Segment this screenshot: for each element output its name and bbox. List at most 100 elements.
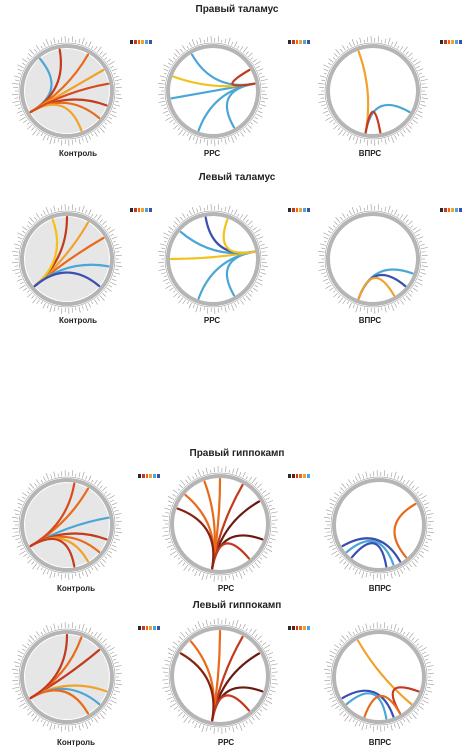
- tick-mark: [75, 307, 77, 311]
- legend-swatch: [149, 208, 152, 212]
- tick-mark: [111, 68, 118, 72]
- tick-mark: [252, 227, 257, 231]
- tick-mark: [237, 45, 240, 49]
- tick-mark: [21, 648, 26, 652]
- tick-mark: [267, 696, 273, 700]
- tick-mark: [252, 119, 258, 124]
- tick-mark: [259, 640, 263, 643]
- tick-mark: [403, 479, 406, 483]
- legend-swatch: [440, 40, 443, 44]
- tick-mark: [110, 65, 114, 69]
- tick-mark: [61, 623, 63, 629]
- tick-mark: [110, 499, 114, 503]
- diagram-label: ВПРС: [358, 316, 382, 325]
- tick-mark: [329, 119, 334, 123]
- tick-mark: [88, 720, 91, 726]
- legend-swatch: [138, 626, 141, 630]
- tick-mark: [23, 287, 28, 291]
- tick-mark: [361, 571, 365, 579]
- tick-mark: [321, 104, 326, 107]
- legend-swatch: [443, 40, 447, 44]
- tick-mark: [18, 107, 22, 110]
- tick-mark: [418, 240, 422, 243]
- tick-mark: [383, 622, 386, 629]
- tick-mark: [250, 57, 254, 60]
- tick-mark: [414, 61, 421, 66]
- tick-mark: [26, 556, 30, 559]
- tick-mark: [91, 719, 94, 723]
- tick-mark: [43, 476, 46, 482]
- tick-mark: [168, 693, 172, 696]
- tick-mark: [42, 568, 46, 575]
- tick-mark: [400, 299, 405, 305]
- tick-mark: [94, 717, 99, 723]
- tick-mark: [339, 487, 344, 492]
- tick-mark: [16, 278, 23, 282]
- tick-mark: [231, 41, 234, 46]
- tick-mark: [242, 46, 248, 53]
- tick-mark: [53, 724, 56, 730]
- tick-mark: [112, 693, 116, 696]
- tick-mark: [422, 547, 429, 552]
- tick-mark: [71, 307, 73, 313]
- tick-mark: [327, 62, 332, 66]
- tick-mark: [391, 304, 395, 312]
- tick-mark: [426, 534, 431, 537]
- legend-swatch: [447, 40, 451, 44]
- tick-mark: [185, 479, 189, 484]
- tick-mark: [35, 213, 40, 219]
- tick-mark: [164, 507, 171, 510]
- tick-mark: [416, 491, 420, 494]
- tick-mark: [15, 665, 20, 668]
- tick-mark: [166, 696, 173, 700]
- tick-mark: [104, 643, 108, 646]
- chord-link: [341, 537, 402, 563]
- chord-diagram-control-right-thalamus: [12, 36, 122, 146]
- tick-mark: [85, 136, 89, 144]
- tick-mark: [330, 506, 334, 509]
- tick-mark: [170, 548, 175, 551]
- tick-mark: [180, 479, 186, 486]
- tick-mark: [19, 550, 26, 555]
- tick-mark: [248, 566, 253, 573]
- tick-mark: [257, 635, 262, 641]
- legend-swatch: [307, 474, 310, 478]
- tick-mark: [414, 638, 419, 644]
- tick-mark: [410, 122, 414, 125]
- tick-mark: [78, 206, 81, 212]
- tick-mark: [57, 573, 59, 577]
- tick-mark: [108, 495, 115, 500]
- tick-mark: [414, 229, 421, 234]
- tick-mark: [323, 236, 329, 240]
- tick-mark: [75, 207, 77, 211]
- tick-mark: [104, 225, 108, 228]
- tick-mark: [402, 297, 406, 301]
- tick-mark: [162, 110, 169, 114]
- tick-mark: [177, 295, 181, 299]
- tick-mark: [331, 702, 338, 707]
- tick-mark: [45, 624, 49, 632]
- tick-mark: [164, 72, 168, 75]
- tick-mark: [424, 658, 428, 661]
- tick-mark: [15, 79, 20, 82]
- tick-mark: [163, 64, 170, 69]
- tick-mark: [75, 625, 77, 629]
- tick-mark: [242, 214, 248, 221]
- tick-mark: [355, 476, 358, 482]
- tick-mark: [337, 295, 341, 299]
- legend-swatch: [303, 626, 307, 630]
- tick-mark: [338, 643, 342, 646]
- tick-mark: [327, 513, 332, 516]
- tick-mark: [390, 572, 393, 579]
- tick-mark: [333, 124, 338, 130]
- tick-mark: [23, 119, 28, 123]
- tick-mark: [245, 476, 248, 480]
- tick-mark: [115, 83, 120, 85]
- tick-mark: [111, 278, 117, 282]
- tick-mark: [354, 568, 358, 575]
- tick-mark: [188, 302, 192, 309]
- tick-mark: [17, 236, 23, 240]
- tick-mark: [182, 299, 186, 304]
- tick-mark: [172, 290, 176, 293]
- tick-mark: [57, 307, 59, 311]
